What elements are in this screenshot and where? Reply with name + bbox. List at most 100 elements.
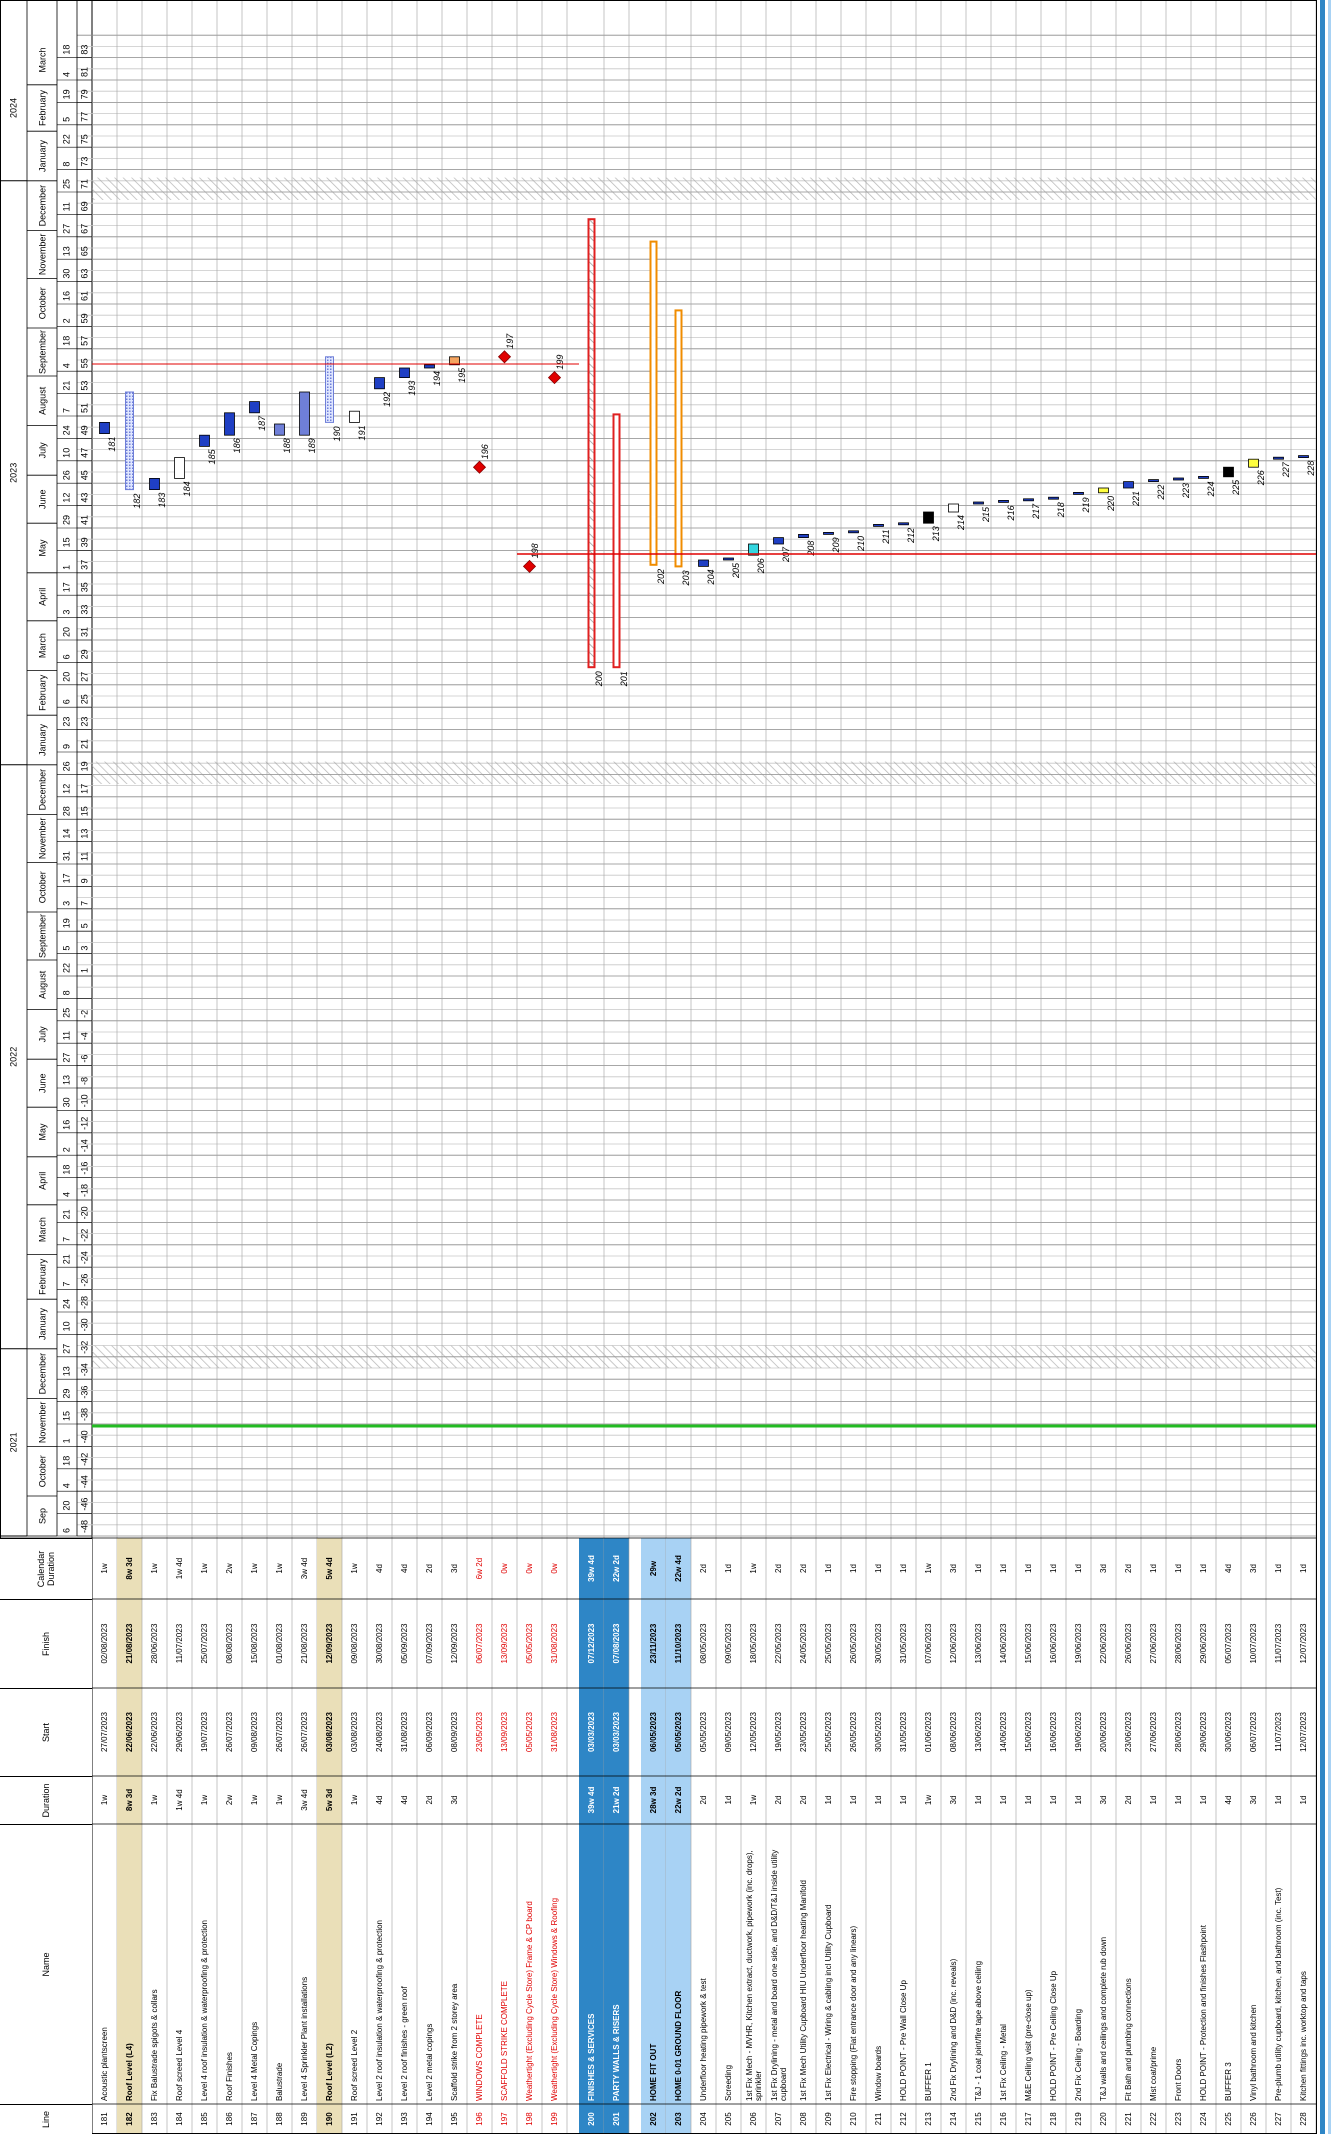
cell-duration: 1w 4d bbox=[175, 1789, 184, 1811]
cell-finish: 02/08/2023 bbox=[100, 1623, 109, 1664]
cell-name: Window boards bbox=[874, 2045, 883, 2101]
cell-finish: 09/05/2023 bbox=[724, 1623, 733, 1664]
cell-line: 225 bbox=[1224, 2112, 1233, 2126]
day-label: 18 bbox=[61, 45, 71, 55]
cell-name: BUFFER 1 bbox=[924, 2062, 933, 2101]
cell-line: 224 bbox=[1199, 2112, 1208, 2126]
row-highlight bbox=[117, 1538, 142, 2134]
cell-line: 210 bbox=[849, 2112, 858, 2126]
cell-name: Acoustic plantscreen bbox=[100, 2027, 109, 2101]
cell-finish: 01/08/2023 bbox=[275, 1623, 284, 1664]
section-bar bbox=[612, 413, 621, 669]
month-label: December bbox=[37, 769, 47, 811]
week-number: -40 bbox=[79, 1430, 89, 1443]
cell-name: Roof Level (L4) bbox=[125, 2043, 134, 2101]
cell-finish: 05/07/2023 bbox=[1224, 1623, 1233, 1664]
day-label: 30 bbox=[61, 1097, 71, 1107]
cell-name: HOLD POINT - Pre Ceiling Close Up bbox=[1049, 1970, 1058, 2101]
task-bar bbox=[349, 410, 360, 423]
day-label: 22 bbox=[61, 963, 71, 973]
cell-start: 22/06/2023 bbox=[150, 1711, 159, 1753]
bar-label: 226 bbox=[1256, 470, 1266, 486]
month-label: January bbox=[37, 723, 47, 756]
bar-label: 183 bbox=[157, 493, 167, 508]
cell-duration: 3d bbox=[949, 1795, 958, 1805]
cell-finish: 13/09/2023 bbox=[500, 1623, 509, 1664]
month-label: October bbox=[37, 287, 47, 319]
month-label: September bbox=[37, 330, 47, 374]
day-label: 8 bbox=[61, 990, 71, 995]
cell-calendar-duration: 2d bbox=[799, 1564, 808, 1573]
day-label: 13 bbox=[61, 1366, 71, 1376]
task-bar bbox=[1123, 481, 1134, 489]
week-number: 3 bbox=[79, 946, 89, 951]
cell-calendar-duration: 1d bbox=[1174, 1564, 1183, 1573]
cell-name: Fire stopping (Flat entrance door and an… bbox=[849, 1925, 858, 2101]
week-number: 19 bbox=[79, 761, 89, 771]
cell-duration: 1d bbox=[1024, 1795, 1033, 1805]
day-label: 25 bbox=[61, 1008, 71, 1018]
cell-name: Underfloor heating pipework & test bbox=[699, 1978, 708, 2101]
cell-line: 215 bbox=[974, 2112, 983, 2126]
bar-label: 191 bbox=[357, 425, 367, 440]
day-label: 11 bbox=[61, 1031, 71, 1040]
cell-calendar-duration: 8w 3d bbox=[125, 1557, 134, 1580]
cell-duration: 1d bbox=[724, 1795, 733, 1805]
bar-label: 210 bbox=[856, 536, 866, 552]
cell-finish: 28/06/2023 bbox=[1174, 1623, 1183, 1664]
task-bar bbox=[1098, 487, 1109, 494]
cell-start: 31/08/2023 bbox=[400, 1711, 409, 1753]
cell-calendar-duration: 1d bbox=[824, 1564, 833, 1573]
week-number: -46 bbox=[79, 1498, 89, 1511]
cell-line: 219 bbox=[1074, 2112, 1083, 2126]
column-header: Start bbox=[0, 1688, 92, 1776]
cell-name: T&J walls and ceilings and complete rub … bbox=[1099, 1936, 1108, 2101]
cell-finish: 27/06/2023 bbox=[1149, 1623, 1158, 1664]
week-number: 5 bbox=[79, 923, 89, 928]
cell-line: 203 bbox=[674, 2112, 683, 2126]
task-bar bbox=[149, 477, 160, 490]
cell-start: 11/07/2023 bbox=[1274, 1712, 1283, 1752]
week-number: -48 bbox=[79, 1520, 89, 1533]
cell-name: Scaffold strike from 2 storey area bbox=[450, 1983, 459, 2101]
cell-line: 201 bbox=[612, 2112, 621, 2126]
cell-calendar-duration: 3d bbox=[1099, 1564, 1108, 1573]
cell-name: SCAFFOLD STRIKE COMPLETE bbox=[500, 1980, 509, 2101]
day-label: 5 bbox=[61, 117, 71, 122]
week-number: 15 bbox=[79, 806, 89, 816]
cell-calendar-duration: 2d bbox=[699, 1564, 708, 1573]
cell-calendar-duration: 1w bbox=[350, 1563, 359, 1574]
bar-label: 186 bbox=[232, 438, 242, 453]
cell-line: 185 bbox=[200, 2112, 209, 2126]
bar-label: 197 bbox=[505, 333, 515, 349]
cell-calendar-duration: 5w 4d bbox=[325, 1557, 334, 1580]
cell-finish: 24/05/2023 bbox=[799, 1623, 808, 1664]
cell-finish: 07/09/2023 bbox=[425, 1623, 434, 1664]
cell-calendar-duration: 4d bbox=[1224, 1564, 1233, 1573]
task-bar bbox=[1173, 477, 1184, 481]
cell-name: Roof Finishes bbox=[225, 2052, 234, 2101]
cell-calendar-duration: 1d bbox=[1024, 1564, 1033, 1573]
day-label: 12 bbox=[61, 784, 71, 794]
day-label: 17 bbox=[61, 582, 71, 592]
cell-name: Screeding bbox=[724, 2064, 733, 2101]
day-label: 6 bbox=[61, 654, 71, 659]
cell-finish: 12/09/2023 bbox=[325, 1623, 334, 1664]
bar-label: 219 bbox=[1081, 497, 1091, 513]
week-number: -28 bbox=[79, 1296, 89, 1309]
task-bar bbox=[1023, 498, 1034, 502]
cell-line: 221 bbox=[1124, 2112, 1133, 2126]
day-label: 19 bbox=[61, 918, 71, 928]
cell-line: 206 bbox=[749, 2112, 758, 2126]
day-label: 20 bbox=[61, 672, 71, 682]
footer-band bbox=[1328, 0, 1331, 2134]
cell-line: 186 bbox=[225, 2112, 234, 2126]
bar-label: 200 bbox=[594, 671, 604, 687]
column-header: Calendar Duration bbox=[0, 1538, 92, 1599]
week-number: 13 bbox=[79, 829, 89, 839]
week-number: -26 bbox=[79, 1274, 89, 1287]
day-label: 19 bbox=[61, 89, 71, 99]
bar-label: 206 bbox=[756, 558, 766, 574]
task-bar bbox=[773, 537, 784, 545]
cell-name: Mist coat/prime bbox=[1149, 2046, 1158, 2101]
